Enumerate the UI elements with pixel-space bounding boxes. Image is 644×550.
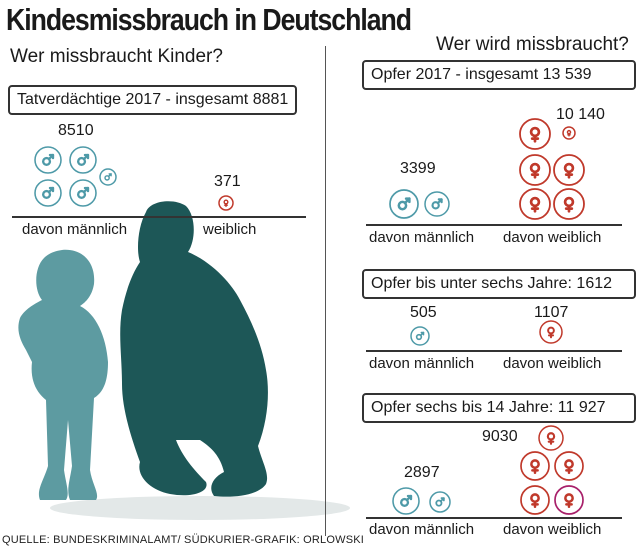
male-symbol-icon xyxy=(34,179,62,207)
child-silhouette xyxy=(18,249,108,500)
suspects-total-box: Tatverdächtige 2017 - insgesamt 8881 xyxy=(8,85,298,115)
victims-6to14-male-label: davon männlich xyxy=(369,521,475,538)
victims-total-baseline xyxy=(366,224,622,226)
source-credit: QUELLE: BUNDESKRIMINALAMT/ SÜDKURIER-GRA… xyxy=(2,534,365,546)
female-symbol-icon xyxy=(538,425,564,451)
victims-under6-box: Opfer bis unter sechs Jahre: 1612 xyxy=(362,269,636,299)
male-symbol-icon xyxy=(99,168,117,186)
female-symbol-icon xyxy=(520,485,550,515)
suspects-female-label: weiblich xyxy=(203,221,257,238)
female-symbol-icon xyxy=(519,188,551,220)
male-symbol-icon xyxy=(410,326,430,346)
female-symbol-icon xyxy=(520,451,550,481)
male-symbol-icon xyxy=(34,146,62,174)
victims-total-box: Opfer 2017 - insgesamt 13 539 xyxy=(362,60,636,90)
victims-total-male-label: davon männlich xyxy=(369,229,475,246)
victims-under6-male-value: 505 xyxy=(410,304,437,321)
victims-under6-male-label: davon männlich xyxy=(369,355,475,372)
left-heading: Wer missbraucht Kinder? xyxy=(10,46,223,67)
victims-total-female-value: 10 140 xyxy=(556,106,605,123)
right-heading: Wer wird missbraucht? xyxy=(436,34,629,55)
column-divider xyxy=(325,46,326,536)
suspects-male-value: 8510 xyxy=(58,122,94,139)
victims-6to14-baseline xyxy=(366,517,622,519)
female-symbol-icon xyxy=(562,126,576,140)
female-symbol-icon xyxy=(553,188,585,220)
suspects-male-label: davon männlich xyxy=(22,221,128,238)
female-symbol-icon xyxy=(554,451,584,481)
male-symbol-icon xyxy=(69,179,97,207)
left-baseline xyxy=(12,216,306,218)
victims-6to14-box: Opfer sechs bis 14 Jahre: 11 927 xyxy=(362,393,636,423)
male-symbol-icon xyxy=(392,487,420,515)
victims-total-female-label: davon weiblich xyxy=(503,229,602,246)
victims-under6-female-label: davon weiblich xyxy=(503,355,602,372)
male-symbol-icon xyxy=(389,189,419,219)
female-symbol-icon xyxy=(218,195,234,211)
male-symbol-icon xyxy=(69,146,97,174)
female-symbol-icon xyxy=(539,320,563,344)
female-symbol-icon xyxy=(519,154,551,186)
adult-silhouette xyxy=(120,201,268,497)
female-symbol-icon xyxy=(519,118,551,150)
female-symbol-icon xyxy=(554,485,584,515)
victims-under6-baseline xyxy=(366,350,622,352)
male-symbol-icon xyxy=(424,191,450,217)
victims-6to14-male-value: 2897 xyxy=(404,464,440,481)
female-symbol-icon xyxy=(553,154,585,186)
victims-6to14-female-value: 9030 xyxy=(482,428,518,445)
victims-under6-female-value: 1107 xyxy=(534,304,569,321)
suspects-female-value: 371 xyxy=(214,173,241,190)
victims-total-male-value: 3399 xyxy=(400,160,436,177)
male-symbol-icon xyxy=(429,491,451,513)
ground-shadow xyxy=(50,496,350,520)
page-title: Kindesmissbrauch in Deutschland xyxy=(6,2,412,37)
victims-6to14-female-label: davon weiblich xyxy=(503,521,602,538)
